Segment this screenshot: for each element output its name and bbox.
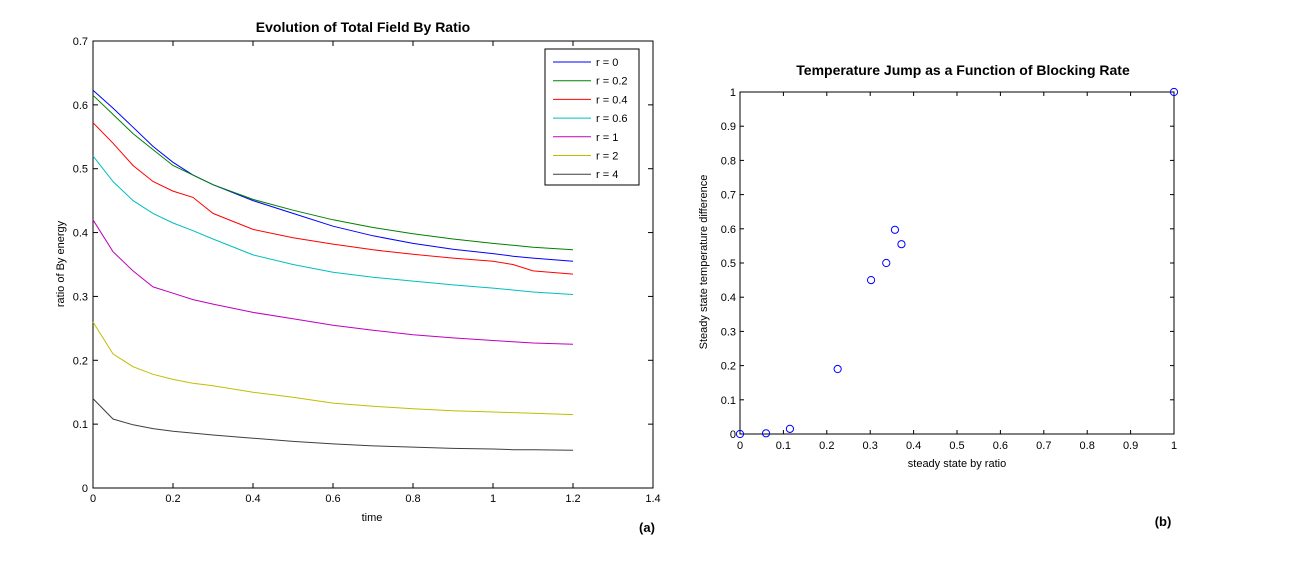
y-tick-label: 0 [82, 483, 88, 495]
chart-a-x-label: time [362, 512, 383, 524]
y-tick-label: 0.7 [721, 190, 736, 202]
legend-label: r = 0.2 [596, 76, 628, 88]
scatter-point [761, 429, 771, 438]
x-tick-label: 0.6 [993, 440, 1008, 452]
scatter-point [735, 429, 745, 439]
chart-b-title: Temperature Jump as a Function of Blocki… [796, 62, 1130, 78]
y-tick-label: 0.2 [73, 355, 88, 367]
y-tick-label: 0.6 [721, 224, 736, 236]
series-line [92, 155, 574, 295]
chart-b-plot-area [739, 91, 1175, 435]
series-line [92, 321, 574, 416]
chart-a-title: Evolution of Total Field By Ratio [256, 19, 470, 35]
series-line [92, 122, 574, 275]
x-tick-label: 0.4 [906, 440, 921, 452]
x-tick-label: 1.2 [565, 493, 580, 505]
series-line [92, 94, 574, 251]
x-tick-label: 0.9 [1123, 440, 1138, 452]
chart-a-x-ticks: 0 0.2 0.4 0.6 0.8 1 1.2 1.4 [90, 41, 661, 505]
y-tick-label: 0.2 [721, 361, 736, 373]
scatter-point [785, 424, 795, 433]
chart-b-y-label: Steady state temperature difference [698, 175, 710, 350]
panel-label-a: (a) [639, 520, 655, 535]
y-tick-label: 0.8 [721, 155, 736, 167]
x-tick-label: 0.2 [165, 493, 180, 505]
legend-box [544, 48, 640, 186]
series-line [92, 89, 574, 262]
scatter-point [882, 258, 891, 268]
y-tick-label: 0.1 [73, 419, 88, 431]
y-tick-label: 0.6 [73, 100, 88, 112]
x-tick-label: 0.7 [1036, 440, 1051, 452]
legend-label: r = 2 [596, 151, 618, 163]
y-tick-label: 0.4 [721, 292, 736, 304]
y-tick-label: 0.5 [721, 258, 736, 270]
y-tick-label: 0.3 [721, 326, 736, 338]
scatter-point [833, 364, 842, 374]
chart-b-x-label: steady state by ratio [908, 458, 1006, 470]
y-tick-label: 0.7 [73, 36, 88, 48]
legend-label: r = 0 [596, 57, 618, 69]
legend-label: r = 0.4 [596, 94, 628, 106]
x-tick-label: 0.5 [949, 440, 964, 452]
y-tick-label: 1 [730, 87, 736, 99]
x-tick-label: 0 [737, 440, 743, 452]
scatter-chart-temperature-jump: Temperature Jump as a Function of Blocki… [698, 62, 1179, 529]
x-tick-label: 0.8 [1080, 440, 1095, 452]
panel-label-b: (b) [1155, 514, 1172, 529]
legend-label: r = 0.6 [596, 113, 628, 125]
x-tick-label: 0 [90, 493, 96, 505]
x-tick-label: 0.2 [819, 440, 834, 452]
y-tick-label: 0 [730, 429, 736, 441]
series-line [92, 398, 574, 451]
legend-label: r = 1 [596, 132, 618, 144]
x-tick-label: 0.6 [325, 493, 340, 505]
y-tick-label: 0.3 [73, 291, 88, 303]
x-tick-label: 0.3 [863, 440, 878, 452]
x-tick-label: 0.8 [405, 493, 420, 505]
series-line [92, 219, 574, 345]
legend-label: r = 4 [596, 169, 618, 181]
chart-a-y-ticks: 0 0.1 0.2 0.3 0.4 0.5 0.6 0.7 [73, 36, 653, 495]
x-tick-label: 1.4 [645, 493, 660, 505]
chart-a-legend: r = 0 r = 0.2 r = 0.4 r = 0.6 r = 1 r = 2 r = … [544, 48, 640, 186]
x-tick-label: 0.1 [776, 440, 791, 452]
chart-b-y-ticks: 0 0.1 0.2 0.3 0.4 0.5 0.6 0.7 0.8 0.9 1 [721, 87, 1174, 441]
scatter-point [890, 225, 900, 234]
scatter-point [897, 240, 906, 249]
y-tick-label: 0.4 [73, 228, 88, 240]
scatter-point [866, 276, 876, 285]
chart-b-points [735, 87, 1179, 439]
x-tick-label: 1 [1171, 440, 1177, 452]
chart-a-series-lines [92, 89, 574, 451]
y-tick-label: 0.1 [721, 395, 736, 407]
y-tick-label: 0.5 [73, 164, 88, 176]
chart-a-y-label: ratio of By energy [55, 220, 67, 307]
y-tick-label: 0.9 [721, 121, 736, 133]
line-chart-field-ratio: Evolution of Total Field By Ratio 0 0.2 0.… [55, 19, 661, 535]
scatter-point [1169, 87, 1179, 97]
x-tick-label: 1 [490, 493, 496, 505]
chart-b-x-ticks: 0 0.1 0.2 0.3 0.4 0.5 0.6 0.7 0.8 0.9 1 [737, 92, 1177, 452]
x-tick-label: 0.4 [245, 493, 260, 505]
